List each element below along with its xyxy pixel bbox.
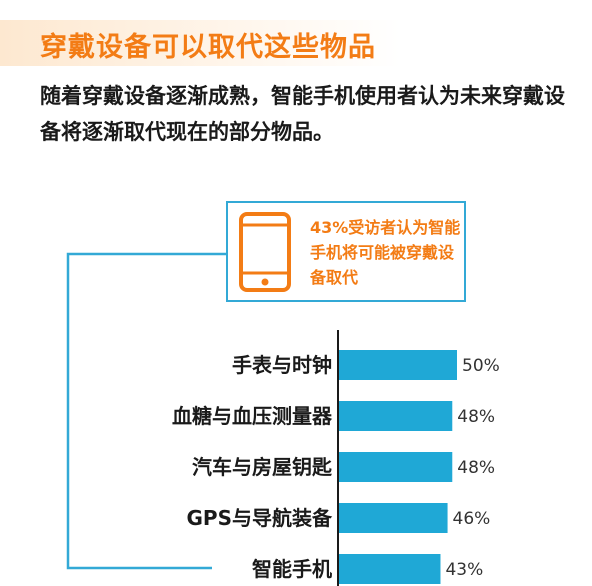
smartphone-icon bbox=[239, 212, 291, 292]
bar bbox=[339, 554, 441, 584]
bar-chart: 手表与时钟 50% 血糖与血压测量器 48% 汽车与房屋钥匙 48% GPS与导航装备 46%… bbox=[172, 330, 500, 586]
category-label: GPS与导航装备 bbox=[187, 506, 333, 530]
callout-box: 43%受访者认为智能手机将可能被穿戴设备取代 bbox=[226, 201, 466, 302]
page-title: 穿戴设备可以取代这些物品 bbox=[40, 32, 376, 63]
value-label: 48% bbox=[457, 458, 495, 478]
title-banner: 穿戴设备可以取代这些物品 bbox=[0, 20, 400, 66]
value-label: 50% bbox=[462, 356, 500, 376]
category-label: 汽车与房屋钥匙 bbox=[192, 455, 333, 479]
bar bbox=[339, 452, 453, 482]
bar bbox=[339, 401, 453, 431]
category-label: 血糖与血压测量器 bbox=[172, 404, 333, 428]
value-label: 48% bbox=[457, 407, 495, 427]
value-label: 46% bbox=[453, 509, 491, 529]
category-label: 智能手机 bbox=[252, 557, 332, 581]
category-label: 手表与时钟 bbox=[232, 353, 332, 377]
page-subtitle: 随着穿戴设备逐渐成熟，智能手机使用者认为未来穿戴设备将逐渐取代现在的部分物品。 bbox=[40, 84, 565, 144]
bar bbox=[339, 503, 448, 533]
bar bbox=[339, 350, 457, 380]
value-label: 43% bbox=[445, 560, 483, 580]
callout-text: 43%受访者认为智能手机将可能被穿戴设备取代 bbox=[310, 218, 461, 287]
